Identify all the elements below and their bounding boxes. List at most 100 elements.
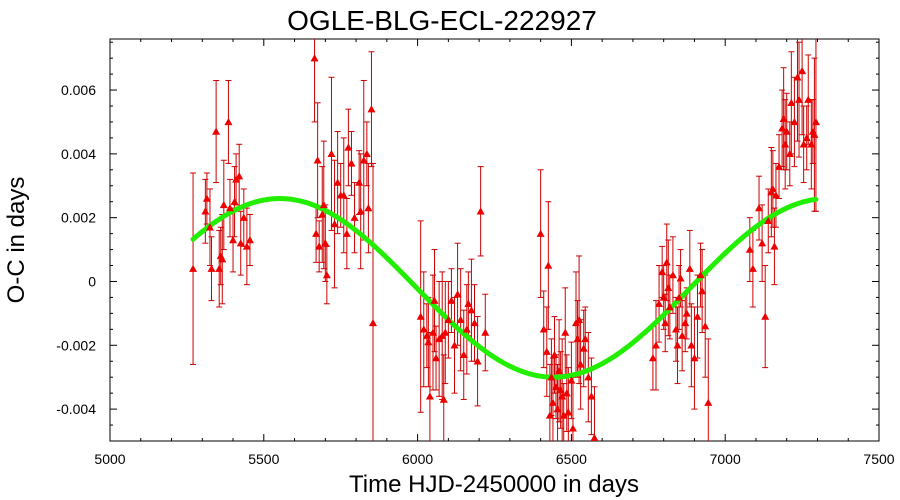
data-point [312, 229, 321, 237]
data-point [333, 178, 342, 186]
data-point [355, 178, 364, 186]
data-point [558, 392, 567, 400]
data-point [547, 373, 556, 381]
data-point [424, 338, 433, 346]
data-point [778, 124, 787, 132]
data-point [761, 312, 770, 320]
x-axis-title: Time HJD-2450000 in days [349, 471, 639, 498]
data-point [579, 344, 588, 352]
data-point [567, 376, 576, 384]
data-point [690, 354, 699, 362]
data-point [785, 149, 794, 158]
data-point [552, 382, 561, 390]
data-point [811, 117, 820, 126]
data-point [327, 149, 336, 158]
data-point [553, 405, 562, 413]
data-point [798, 66, 807, 75]
data-point [425, 392, 434, 400]
data-point [224, 117, 233, 126]
data-point [322, 271, 331, 279]
major-ticks [109, 39, 880, 441]
data-point [771, 191, 780, 199]
data-point [344, 143, 353, 151]
data-point [318, 210, 327, 218]
data-point [693, 312, 702, 320]
data-point [676, 274, 685, 282]
data-point [584, 373, 593, 381]
data-point [356, 207, 365, 215]
data-point [350, 213, 359, 221]
data-point [447, 296, 456, 304]
data-point [215, 264, 224, 272]
data-point [473, 357, 482, 365]
data-point [795, 95, 804, 103]
data-point [799, 140, 808, 148]
data-point [659, 293, 668, 301]
data-point [464, 299, 473, 308]
data-point [236, 239, 245, 247]
data-point [416, 312, 425, 320]
data-points [189, 54, 820, 442]
data-point [229, 236, 238, 244]
minor-ticks [110, 39, 879, 442]
data-point [575, 315, 584, 323]
data-point [476, 207, 485, 215]
data-point [568, 424, 577, 432]
data-point [745, 245, 754, 253]
data-point [793, 73, 802, 81]
data-point [219, 200, 228, 209]
data-point [787, 98, 796, 107]
data-point [782, 127, 791, 135]
data-point [664, 283, 673, 292]
data-point [573, 334, 582, 343]
y-tick-label: 0.006 [61, 82, 96, 98]
data-point [587, 392, 596, 400]
data-point [235, 172, 244, 180]
data-point [665, 303, 674, 311]
data-point [245, 236, 254, 244]
data-point [319, 200, 328, 209]
data-point [212, 127, 221, 135]
data-point [462, 325, 471, 333]
data-point [419, 325, 428, 333]
data-point [430, 296, 439, 304]
data-point [459, 350, 468, 359]
data-point [207, 264, 216, 272]
data-point [671, 325, 680, 333]
x-tick-label: 6000 [402, 451, 433, 467]
data-point [704, 398, 713, 406]
data-point [775, 162, 784, 170]
data-point [790, 117, 799, 126]
data-point [550, 350, 559, 359]
data-point [230, 197, 239, 205]
data-point [581, 334, 590, 343]
data-point [748, 264, 757, 272]
data-point [481, 328, 490, 336]
chart-title: OGLE-BLG-ECL-222927 [287, 5, 597, 36]
y-axis-title: O-C in days [3, 177, 30, 304]
data-point [310, 54, 319, 62]
data-point [205, 223, 214, 231]
data-point [439, 395, 448, 403]
data-point [362, 149, 371, 158]
data-point [673, 341, 682, 349]
data-point [779, 114, 788, 122]
y-tick-label: 0.002 [61, 210, 96, 226]
data-point [359, 156, 368, 164]
data-point [698, 287, 707, 295]
x-tick-label: 6500 [556, 451, 587, 467]
data-point [576, 360, 585, 368]
fit-curve [190, 196, 819, 380]
data-point [770, 242, 779, 250]
data-point [330, 220, 339, 228]
data-point [347, 159, 356, 167]
data-point [321, 239, 330, 247]
data-point [242, 242, 251, 250]
x-tick-label: 7500 [863, 451, 894, 467]
data-point [444, 315, 453, 323]
y-tick-label: 0.004 [61, 146, 96, 162]
data-point [678, 331, 687, 339]
data-point [696, 271, 705, 279]
data-point [470, 318, 479, 327]
data-point [802, 133, 811, 142]
